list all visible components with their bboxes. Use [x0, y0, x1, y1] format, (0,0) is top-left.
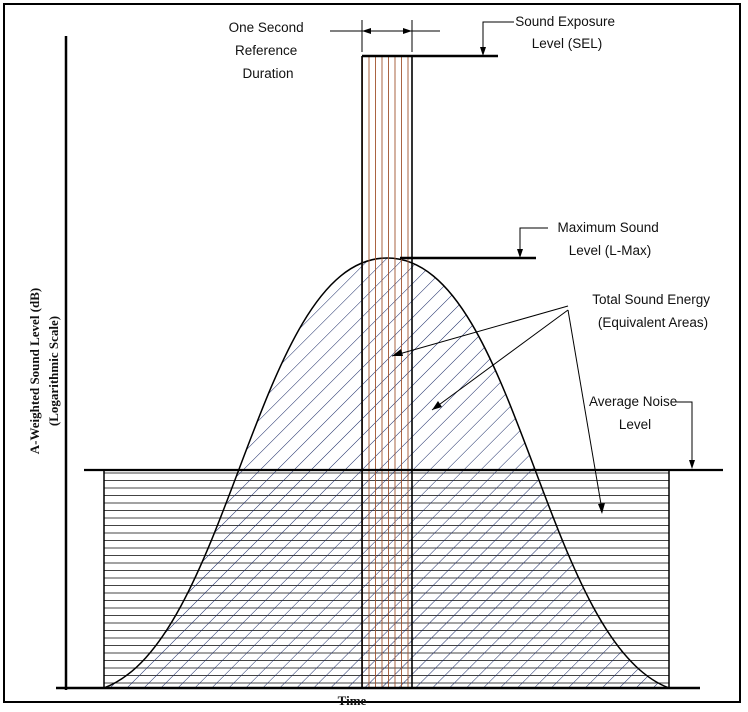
energy-leader-1: [391, 305, 569, 357]
sel-leader: [482, 21, 514, 53]
average-leader: [676, 401, 693, 465]
average-label-line-2: Level: [619, 417, 651, 432]
duration-arrow-right: [403, 28, 412, 34]
energy-arrow-2: [432, 401, 442, 410]
energy-arrow-1: [392, 349, 403, 356]
average-label: Average Noise Level: [589, 394, 681, 432]
energy-label-line-2: (Equivalent Areas): [598, 315, 708, 330]
y-axis-label: A-Weighted Sound Level (dB): [27, 288, 42, 455]
lmax-label: Maximum Sound Level (L-Max): [557, 220, 662, 258]
reference-duration-label: One Second Reference Duration: [229, 20, 308, 81]
energy-leader-3: [567, 309, 603, 511]
sel-leader-arrow: [480, 47, 486, 56]
sel-label: Sound Exposure Level (SEL): [515, 14, 619, 51]
reference-duration-line-2: Reference: [235, 43, 297, 58]
sel-column-area: [362, 56, 412, 688]
energy-label: Total Sound Energy (Equivalent Areas): [592, 292, 714, 330]
sel-label-line-1: Sound Exposure: [515, 14, 615, 29]
lmax-label-line-2: Level (L-Max): [569, 243, 652, 258]
average-label-line-1: Average Noise: [589, 394, 677, 409]
lmax-leader: [519, 227, 548, 255]
reference-duration-line-1: One Second: [229, 20, 304, 35]
sel-label-line-2: Level (SEL): [532, 36, 603, 51]
reference-duration-line-3: Duration: [242, 66, 293, 81]
duration-arrow-left: [362, 28, 371, 34]
energy-arrow-3: [598, 503, 605, 514]
x-axis-label: Time: [338, 693, 367, 708]
energy-label-line-1: Total Sound Energy: [592, 292, 710, 307]
y-axis-sublabel: (Logarithmic Scale): [46, 316, 61, 426]
average-leader-arrow: [689, 460, 695, 469]
lmax-leader-arrow: [517, 249, 523, 258]
lmax-label-line-1: Maximum Sound: [557, 220, 658, 235]
energy-leader-2: [431, 309, 569, 411]
